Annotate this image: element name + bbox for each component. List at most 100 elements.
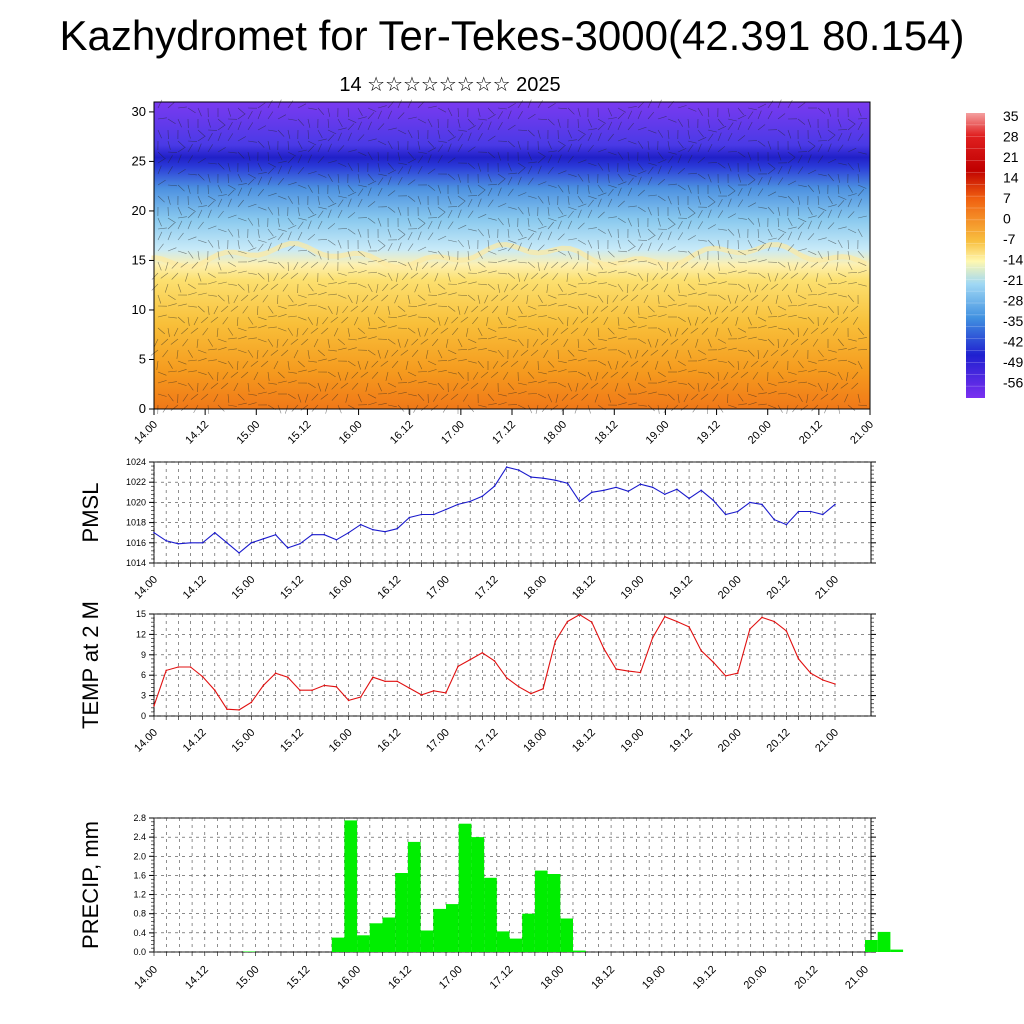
pmsl-ytick-label: 1018 [126, 518, 146, 528]
pmsl-frame [153, 461, 872, 564]
temp-ytick-label: 6 [141, 670, 146, 680]
xsec-xtick-label: 18.00 [541, 419, 569, 447]
temp-point [834, 683, 836, 685]
precip-xtick-label: 15.12 [285, 964, 313, 992]
pmsl-point [627, 490, 630, 493]
temp-point [274, 672, 277, 674]
pmsl-point [639, 483, 642, 486]
pmsl-point [189, 542, 192, 544]
colorbar-label: 0 [1003, 211, 1011, 227]
pmsl-point [542, 477, 544, 480]
temp-point [481, 652, 484, 654]
precip-xtick-label: 21.00 [843, 964, 871, 992]
colorbar: 35 28 21 14 7 0 -7 -14 -21 -28 -35 -42 -49 -56 [966, 108, 1023, 398]
temp-point [469, 658, 472, 661]
precip-bar [395, 873, 408, 952]
temp-point [809, 672, 812, 674]
temp-ytick-label: 15 [136, 609, 146, 619]
precip-bar [446, 904, 459, 952]
pmsl-ytick-label: 1024 [126, 457, 146, 467]
temp-xtick-label: 14.12 [181, 727, 209, 755]
temp-ytick-label: 12 [136, 629, 146, 639]
pmsl-xtick-label: 18.00 [521, 574, 549, 602]
precip-xtick-label: 14.12 [183, 964, 211, 992]
temp-point [299, 689, 301, 691]
pmsl-point [688, 497, 690, 500]
temp-point [712, 661, 715, 664]
temp-point [664, 615, 666, 618]
xsec-xtick-label: 17.00 [439, 419, 467, 447]
temp-point [323, 684, 326, 687]
colorbar-label: 35 [1003, 108, 1019, 124]
pmsl-point [591, 491, 593, 494]
precip-bar [458, 823, 472, 952]
pmsl-point [359, 523, 362, 526]
pmsl-point [287, 547, 289, 549]
temp-ytick-label: 3 [141, 691, 146, 701]
temp-point [822, 679, 824, 681]
precip-ylabel: PRECIP, mm [78, 821, 103, 949]
temp-xtick-label: 21.00 [813, 727, 841, 755]
temp-frame [153, 613, 872, 717]
temp-xtick-label: 17.00 [424, 727, 452, 755]
pmsl-xtick-label: 16.00 [327, 574, 355, 602]
pmsl-point [736, 510, 739, 513]
precip-bar [420, 930, 434, 952]
precip-ytick-label: 2.8 [133, 813, 146, 823]
xsec-xtick-label: 18.12 [592, 419, 620, 447]
pmsl-xtick-label: 15.00 [229, 574, 257, 602]
temp-point [408, 687, 411, 689]
temp-point [153, 705, 155, 707]
xsec-xtick-label: 16.00 [337, 419, 365, 447]
temp-point [165, 669, 167, 672]
precip-ytick-label: 0.8 [133, 909, 146, 919]
wind-barbs [150, 99, 868, 415]
pmsl-xtick-label: 20.12 [765, 574, 793, 602]
precip-ytick-label: 2.0 [133, 851, 146, 861]
colorbar-label: 21 [1003, 149, 1019, 165]
pmsl-point [554, 479, 557, 482]
chart-title: Kazhydromet for Ter-Tekes-3000(42.391 80… [59, 12, 965, 59]
colorbar-label: -21 [1003, 272, 1023, 288]
pmsl-point [469, 500, 472, 503]
precip-xtick-label: 14.00 [132, 964, 160, 992]
pmsl-point [408, 516, 411, 519]
pmsl-xtick-label: 14.12 [181, 574, 209, 602]
temp-point [530, 692, 532, 695]
pmsl-point [834, 503, 836, 506]
pmsl-point [372, 528, 374, 531]
temp-point [238, 709, 240, 711]
pmsl-point [603, 489, 605, 492]
temp-point [505, 677, 508, 679]
temp-point [396, 680, 399, 683]
temp-point [493, 660, 496, 662]
temp-point [226, 708, 228, 710]
temp-xtick-label: 15.00 [229, 727, 257, 755]
precip-bar [382, 917, 396, 952]
temp-xtick-label: 20.00 [716, 727, 744, 755]
pmsl-point [384, 530, 386, 533]
precip-ytick-label: 0.4 [133, 928, 146, 938]
precip-bar [357, 935, 370, 953]
temp-point [177, 666, 180, 668]
temp-xtick-label: 15.12 [278, 727, 306, 755]
pmsl-xtick-label: 17.00 [424, 574, 452, 602]
temp-point [262, 684, 265, 687]
temp-xtick-label: 18.12 [570, 727, 598, 755]
pmsl-ytick-label: 1014 [126, 558, 146, 568]
temp-point [785, 630, 788, 632]
pmsl-point [153, 531, 155, 534]
xsec-ytick-label: 15 [132, 252, 146, 267]
freezing-level-band [151, 240, 868, 270]
temp-point [201, 675, 204, 678]
pmsl-point [177, 543, 180, 545]
temp-ylabel: TEMP at 2 M [78, 601, 103, 729]
pmsl-xtick-label: 14.00 [132, 574, 160, 602]
colorbar-label: 28 [1003, 129, 1019, 145]
precip-bar [369, 923, 383, 952]
precip-bar [547, 874, 561, 952]
pmsl-point [809, 510, 812, 513]
pmsl-xtick-label: 19.12 [667, 574, 695, 602]
pmsl-point [518, 469, 520, 471]
